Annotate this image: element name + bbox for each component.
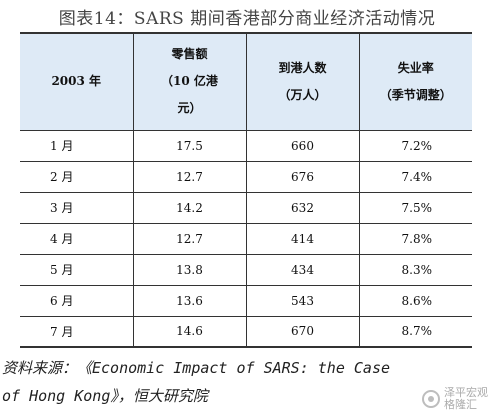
source-line-1: 资料来源：《Economic Impact of SARS: the Case — [2, 359, 391, 377]
table-row: 6 月 13.6 543 8.6% — [20, 284, 472, 317]
cell-retail: 17.5 — [132, 129, 247, 162]
table-header: 2003 年 零售额 （10 亿港 元） 到港人数 （万人） 失业率 （季节调整… — [20, 32, 472, 131]
header-retail: 零售额 （10 亿港 元） — [132, 32, 247, 131]
cell-unemployment: 7.2% — [358, 129, 472, 162]
table-body: 1 月 17.5 660 7.2% 2 月 12.7 676 7.4% 3 月 … — [20, 129, 472, 348]
header-visitors: 到港人数 （万人） — [245, 32, 360, 131]
header-retail-line-2: （10 亿港 — [161, 74, 218, 89]
cell-retail: 14.6 — [132, 315, 247, 348]
cell-unemployment: 7.4% — [358, 160, 472, 193]
cell-month: 4 月 — [20, 222, 134, 255]
source-line-2: of Hong Kong》，恒大研究院 — [2, 387, 208, 405]
header-retail-line-3: 元） — [177, 101, 202, 116]
cell-visitors: 670 — [245, 315, 360, 348]
header-year: 2003 年 — [20, 32, 134, 131]
cell-retail: 13.6 — [132, 284, 247, 317]
cell-visitors: 543 — [245, 284, 360, 317]
cell-retail: 13.8 — [132, 253, 247, 286]
watermark-text: 泽平宏观 格隆汇 — [444, 387, 488, 411]
cell-month: 1 月 — [20, 129, 134, 162]
cell-visitors: 434 — [245, 253, 360, 286]
header-visitors-line-2: （万人） — [278, 87, 327, 102]
watermark-line-1: 泽平宏观 — [444, 386, 488, 399]
cell-month: 2 月 — [20, 160, 134, 193]
table-row: 2 月 12.7 676 7.4% — [20, 160, 472, 193]
source-note: 资料来源：《Economic Impact of SARS: the Case … — [2, 354, 492, 410]
cell-retail: 12.7 — [132, 160, 247, 193]
header-row: 2003 年 零售额 （10 亿港 元） 到港人数 （万人） 失业率 （季节调整… — [20, 32, 472, 131]
sars-economic-table: 2003 年 零售额 （10 亿港 元） 到港人数 （万人） 失业率 （季节调整… — [20, 32, 472, 348]
table-row: 5 月 13.8 434 8.3% — [20, 253, 472, 286]
cell-unemployment: 8.3% — [358, 253, 472, 286]
cell-visitors: 414 — [245, 222, 360, 255]
cell-month: 5 月 — [20, 253, 134, 286]
table-row: 3 月 14.2 632 7.5% — [20, 191, 472, 224]
header-year-line-1: 2003 年 — [51, 74, 102, 89]
cell-unemployment: 8.7% — [358, 315, 472, 348]
watermark: 泽平宏观 格隆汇 — [422, 387, 488, 411]
cell-month: 7 月 — [20, 315, 134, 348]
cell-unemployment: 7.8% — [358, 222, 472, 255]
cell-visitors: 632 — [245, 191, 360, 224]
cell-visitors: 660 — [245, 129, 360, 162]
table-row: 1 月 17.5 660 7.2% — [20, 129, 472, 162]
header-unemployment-line-2: （季节调整） — [379, 87, 452, 102]
cell-retail: 14.2 — [132, 191, 247, 224]
cell-month: 6 月 — [20, 284, 134, 317]
table-row: 4 月 12.7 414 7.8% — [20, 222, 472, 255]
data-table-container: 2003 年 零售额 （10 亿港 元） 到港人数 （万人） 失业率 （季节调整… — [20, 32, 472, 348]
header-unemployment-line-1: 失业率 — [397, 60, 434, 75]
header-unemployment: 失业率 （季节调整） — [358, 32, 472, 131]
figure-title: 图表14：SARS 期间香港部分商业经济活动情况 — [58, 9, 436, 29]
header-visitors-line-1: 到港人数 — [278, 60, 327, 75]
cell-visitors: 676 — [245, 160, 360, 193]
cell-retail: 12.7 — [132, 222, 247, 255]
table-row: 7 月 14.6 670 8.7% — [20, 315, 472, 348]
cell-month: 3 月 — [20, 191, 134, 224]
watermark-logo-icon — [422, 390, 440, 408]
cell-unemployment: 8.6% — [358, 284, 472, 317]
cell-unemployment: 7.5% — [358, 191, 472, 224]
watermark-line-2: 格隆汇 — [444, 398, 477, 411]
header-retail-line-1: 零售额 — [171, 47, 208, 62]
